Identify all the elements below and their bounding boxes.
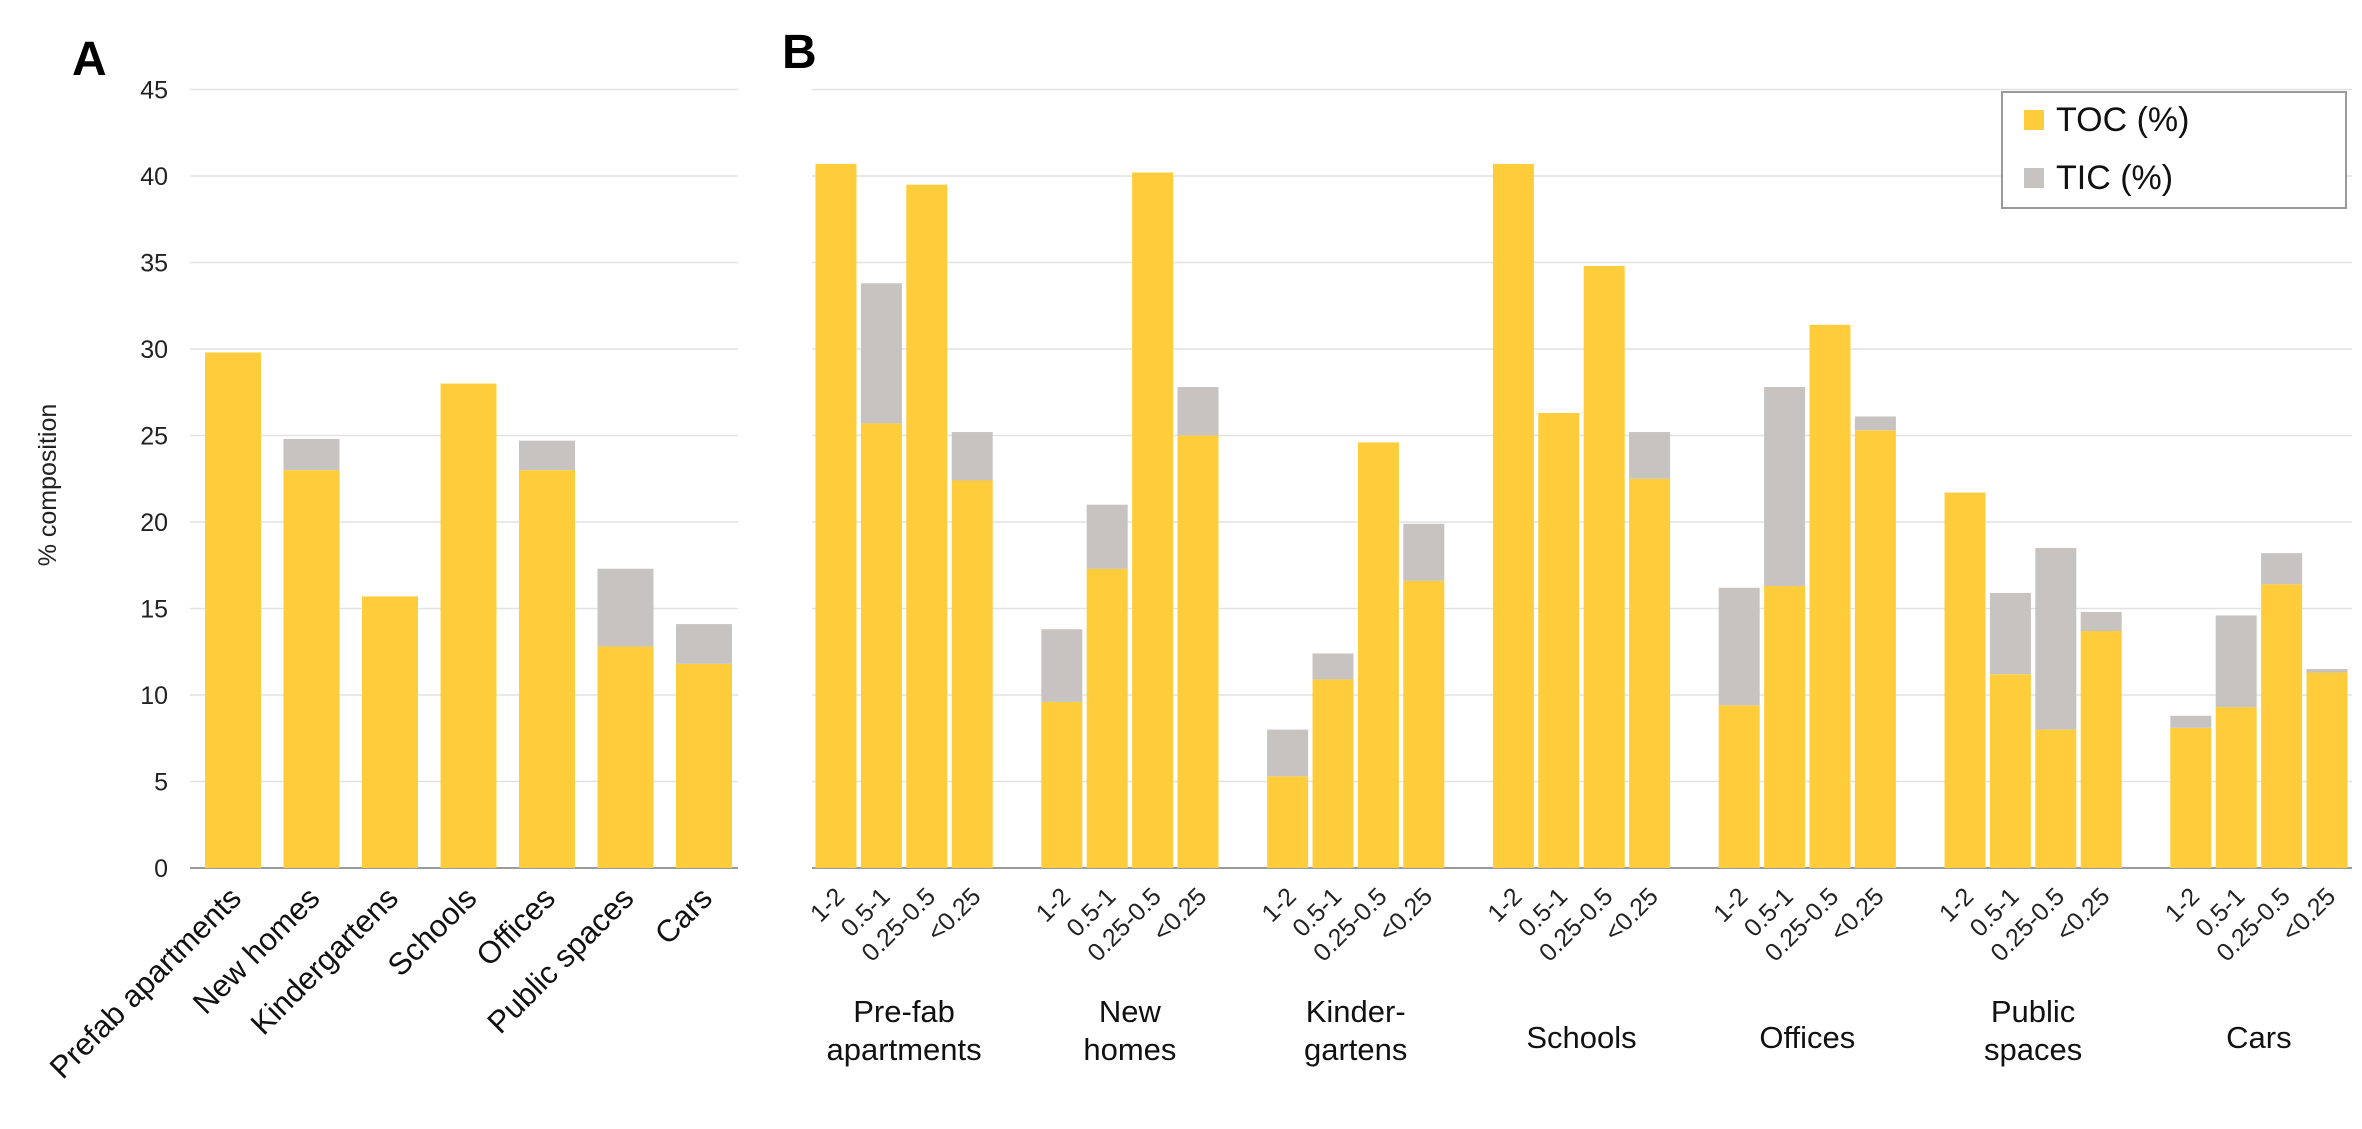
panel-a-y-axis-title: % composition	[34, 404, 62, 567]
bar-toc	[1132, 172, 1174, 869]
bar-toc	[2306, 672, 2348, 868]
bar-tic	[2215, 615, 2257, 708]
bar-toc	[860, 423, 902, 868]
bar-toc	[597, 646, 654, 868]
bar-toc	[1944, 492, 1986, 868]
panel-b-bars	[815, 163, 2348, 869]
panel-a-y-tick-label: 30	[140, 336, 168, 364]
panel-b-group-label: spaces	[1984, 1032, 2082, 1067]
bar-toc	[1267, 776, 1309, 868]
bar-toc	[1086, 568, 1128, 868]
panel-a-y-tick-label: 0	[154, 855, 168, 883]
bar-toc	[362, 596, 418, 868]
bar-tic	[1403, 523, 1445, 581]
bar-toc	[1718, 705, 1760, 868]
panel-b-label: B	[782, 26, 817, 79]
legend: TOC (%) TIC (%)	[2001, 91, 2347, 209]
bar-toc	[951, 480, 993, 868]
bar-tic	[1312, 653, 1354, 680]
panel-b-group-label: Public	[1991, 994, 2075, 1029]
bar-toc	[1538, 413, 1580, 868]
bar-toc	[2261, 584, 2303, 868]
panel-b-group-label: Offices	[1759, 1020, 1855, 1055]
panel-b-group-label: homes	[1083, 1032, 1176, 1067]
bar-toc	[2080, 630, 2122, 868]
bar-tic	[2080, 611, 2122, 631]
panel-b-group-label: Schools	[1526, 1020, 1636, 1055]
bar-toc	[1629, 478, 1671, 868]
panel-a-y-tick-label: 20	[140, 509, 168, 537]
bar-tic	[676, 624, 732, 664]
bar-toc	[815, 163, 857, 868]
bar-toc	[205, 352, 261, 869]
bar-toc	[1989, 674, 2031, 868]
bar-toc	[519, 470, 575, 868]
bar-toc	[1403, 580, 1445, 868]
bar-tic	[1086, 504, 1128, 569]
panel-b-group-label: New	[1099, 994, 1162, 1029]
bar-toc	[440, 383, 497, 868]
bar-tic	[1177, 387, 1219, 436]
bar-tic	[519, 440, 575, 471]
panel-b-group-label: gartens	[1304, 1032, 1407, 1067]
bar-tic	[1764, 387, 1806, 587]
bar-toc	[1177, 435, 1219, 868]
legend-label-toc: TOC (%)	[2056, 101, 2189, 139]
bar-toc	[2170, 727, 2212, 868]
panel-b-group-label: Kinder-	[1306, 994, 1406, 1029]
bar-toc	[2035, 729, 2077, 868]
bar-toc	[1041, 701, 1083, 868]
panel-a-y-tick-label: 45	[140, 77, 168, 105]
bar-tic	[2035, 547, 2077, 730]
bar-tic	[1629, 432, 1671, 479]
bar-toc	[1809, 324, 1851, 868]
panel-b-group-label: Cars	[2226, 1020, 2291, 1055]
bar-toc	[676, 663, 732, 868]
bar-tic	[2170, 715, 2212, 728]
bar-tic	[860, 283, 902, 424]
panel-a-bars	[205, 352, 732, 869]
panel-a-label: A	[72, 33, 107, 86]
bar-toc	[906, 184, 948, 868]
bar-toc	[1764, 586, 1806, 868]
bar-tic	[1718, 587, 1760, 706]
panel-b-group-label: Pre-fab	[853, 994, 955, 1029]
panel-a-y-tick-label: 15	[140, 596, 168, 624]
bar-tic	[1267, 729, 1309, 777]
bar-toc	[1312, 679, 1354, 868]
bar-tic	[2261, 553, 2303, 585]
bar-toc	[1357, 442, 1399, 868]
panel-a-y-tick-label: 10	[140, 682, 168, 710]
panel-a-y-ticks: 0 5 10 15 20 25 30 35 40 45	[140, 77, 168, 884]
bar-tic	[1989, 592, 2031, 675]
bar-toc	[283, 470, 340, 868]
bar-tic	[2306, 669, 2348, 673]
bar-tic	[283, 438, 340, 471]
bar-toc	[1583, 265, 1625, 869]
bar-tic	[951, 432, 993, 481]
panel-a-y-tick-label: 40	[140, 163, 168, 191]
bar-toc	[1854, 430, 1896, 868]
bar-tic	[1041, 629, 1083, 702]
bar-toc	[2215, 707, 2257, 868]
legend-box	[2001, 91, 2347, 209]
panel-a-y-tick-label: 35	[140, 250, 168, 278]
bar-toc	[1492, 163, 1534, 868]
bar-tic	[597, 568, 654, 647]
legend-swatch-toc	[2024, 110, 2044, 130]
panel-b-group-label: apartments	[827, 1032, 982, 1067]
bar-tic	[1854, 416, 1896, 431]
panel-a-y-tick-label: 25	[140, 423, 168, 451]
legend-swatch-tic	[2024, 168, 2044, 188]
legend-label-tic: TIC (%)	[2056, 159, 2173, 197]
panel-a-y-tick-label: 5	[154, 769, 168, 797]
